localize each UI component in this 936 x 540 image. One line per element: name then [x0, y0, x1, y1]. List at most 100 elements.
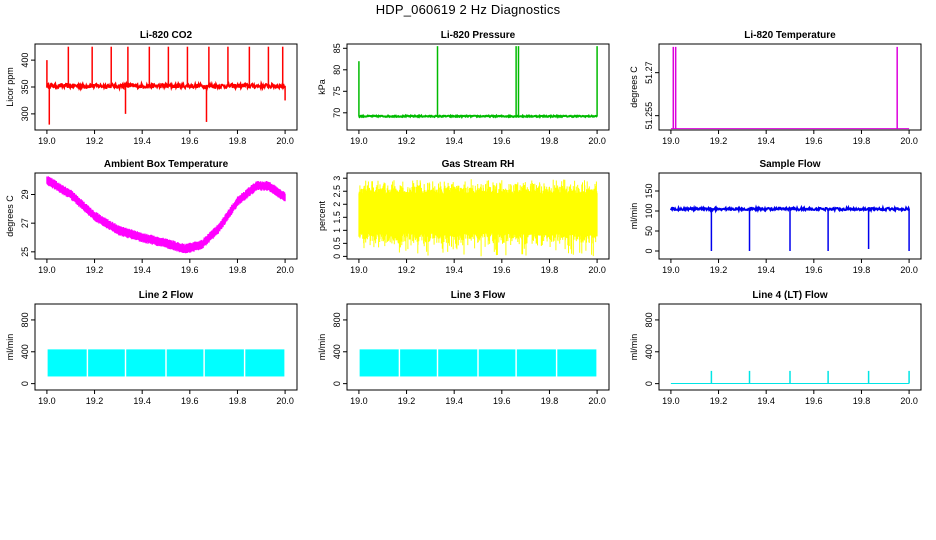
- x-tick-label: 19.4: [133, 136, 151, 146]
- x-tick-label: 19.8: [541, 396, 559, 406]
- x-tick-label: 20.0: [588, 265, 606, 275]
- y-tick-label: 400: [20, 53, 30, 68]
- x-tick-label: 19.8: [853, 265, 871, 275]
- panel-title: Sample Flow: [759, 159, 820, 170]
- y-tick-label: 29: [20, 189, 30, 199]
- data-block: [557, 349, 597, 377]
- plot-frame: [658, 43, 922, 131]
- x-tick-label: 20.0: [276, 136, 294, 146]
- y-tick-label: 75: [332, 86, 342, 96]
- x-tick-label: 20.0: [276, 265, 294, 275]
- y-tick-label: 51.255: [644, 102, 654, 130]
- x-tick-label: 19.6: [181, 396, 199, 406]
- y-tick-label: 2.5: [332, 185, 342, 198]
- y-tick-label: 350: [20, 79, 30, 94]
- y-tick-label: 27: [20, 218, 30, 228]
- x-tick-label: 19.4: [445, 265, 463, 275]
- x-tick-label: 19.4: [757, 396, 775, 406]
- y-tick-label: 0.5: [332, 237, 342, 250]
- data-trace: [45, 80, 286, 92]
- x-tick-label: 19.8: [853, 136, 871, 146]
- x-tick-label: 19.2: [710, 396, 728, 406]
- plot-series: [47, 349, 285, 377]
- plot-series: [358, 179, 598, 257]
- y-axis-label: Licor ppm: [5, 67, 15, 107]
- x-tick-label: 19.0: [38, 265, 56, 275]
- plot-series: [670, 370, 910, 384]
- data-block: [204, 349, 244, 377]
- y-axis-label: ml/min: [629, 203, 639, 230]
- x-tick-label: 19.0: [662, 396, 680, 406]
- x-tick-label: 19.8: [541, 265, 559, 275]
- chart-panel: Li-820 CO2 19.0 19.2 19.4 19.6 19.8 20.0 300 350…: [5, 30, 298, 146]
- plot-frame: [658, 303, 922, 391]
- x-tick-label: 19.8: [853, 396, 871, 406]
- x-tick-label: 20.0: [900, 396, 918, 406]
- x-tick-label: 19.6: [493, 136, 511, 146]
- x-tick-label: 19.0: [350, 396, 368, 406]
- data-block: [359, 349, 399, 377]
- plot-series: [358, 46, 598, 119]
- y-axis-label: ml/min: [317, 334, 327, 361]
- chart-panel: Gas Stream RH 19.0 19.2 19.4 19.6 19.8 20.0 0 0.…: [317, 159, 610, 275]
- chart-panel: Ambient Box Temperature 19.0 19.2 19.4 19.6 1…: [5, 159, 298, 275]
- y-tick-label: 100: [644, 203, 654, 218]
- y-tick-label: 0: [20, 381, 30, 386]
- y-tick-label: 51.27: [644, 61, 654, 84]
- x-tick-label: 20.0: [588, 136, 606, 146]
- y-tick-label: 85: [332, 43, 342, 53]
- x-tick-label: 19.0: [38, 136, 56, 146]
- panel-title: Li-820 Temperature: [744, 30, 836, 41]
- x-tick-label: 19.2: [86, 265, 104, 275]
- y-tick-label: 0: [332, 254, 342, 259]
- y-tick-label: 0: [644, 381, 654, 386]
- y-tick-label: 50: [644, 226, 654, 236]
- panel-title: Line 3 Flow: [451, 290, 506, 301]
- data-trace: [669, 204, 911, 214]
- x-tick-label: 19.0: [662, 136, 680, 146]
- x-tick-label: 19.4: [757, 136, 775, 146]
- plot-frame: [346, 172, 610, 260]
- x-tick-label: 19.4: [445, 396, 463, 406]
- data-block: [88, 349, 125, 377]
- panel-title: Line 2 Flow: [139, 290, 194, 301]
- y-tick-label: 0: [332, 381, 342, 386]
- panel-title: Ambient Box Temperature: [104, 159, 229, 170]
- y-tick-label: 800: [644, 312, 654, 327]
- y-axis-label: percent: [317, 200, 327, 231]
- x-tick-label: 19.2: [86, 396, 104, 406]
- x-tick-label: 19.0: [350, 136, 368, 146]
- x-tick-label: 19.4: [445, 136, 463, 146]
- panel-title: Li-820 Pressure: [441, 30, 516, 41]
- x-tick-label: 19.8: [229, 396, 247, 406]
- x-tick-label: 19.2: [710, 265, 728, 275]
- plot-series: [359, 349, 597, 377]
- y-axis-label: degrees C: [629, 66, 639, 108]
- data-block: [478, 349, 516, 377]
- data-block: [126, 349, 166, 377]
- plot-frame: [34, 172, 298, 260]
- y-axis-label: ml/min: [5, 334, 15, 361]
- x-tick-label: 20.0: [900, 265, 918, 275]
- x-tick-label: 19.6: [805, 136, 823, 146]
- x-tick-label: 19.2: [398, 396, 416, 406]
- x-tick-label: 20.0: [588, 396, 606, 406]
- y-axis-label: kPa: [317, 79, 327, 95]
- figure-title: HDP_060619 2 Hz Diagnostics: [375, 2, 561, 17]
- data-trace: [358, 179, 598, 257]
- x-tick-label: 19.0: [662, 265, 680, 275]
- chart-panel: Li-820 Pressure 19.0 19.2 19.4 19.6 19.8 20.0 7…: [317, 30, 610, 146]
- chart-panel: Line 3 Flow 19.0 19.2 19.4 19.6 19.8 20.0 0 400 8…: [317, 290, 610, 406]
- data-block: [516, 349, 556, 377]
- y-tick-label: 0: [644, 248, 654, 253]
- chart-panel: Line 2 Flow 19.0 19.2 19.4 19.6 19.8 20.0 0 400 8…: [5, 290, 298, 406]
- y-tick-label: 400: [644, 344, 654, 359]
- data-block: [438, 349, 478, 377]
- data-trace: [46, 176, 286, 254]
- x-tick-label: 19.2: [398, 265, 416, 275]
- plot-series: [669, 204, 911, 251]
- y-tick-label: 80: [332, 65, 342, 75]
- plot-frame: [34, 303, 298, 391]
- y-tick-label: 800: [20, 312, 30, 327]
